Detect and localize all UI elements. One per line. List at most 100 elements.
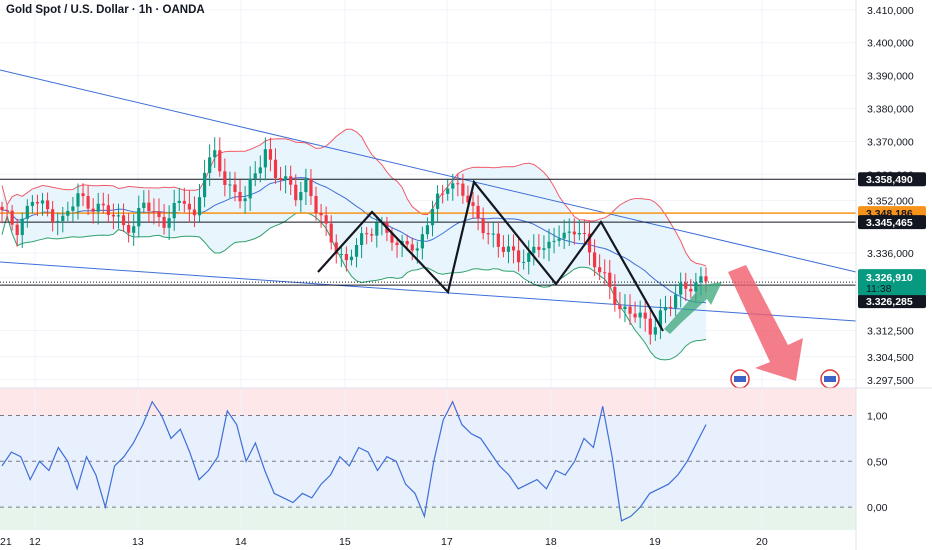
- candle-body-138: [699, 276, 703, 283]
- candle-body-54: [273, 159, 278, 178]
- candle-body-44: [223, 171, 227, 185]
- candle-body-130: [658, 310, 663, 328]
- y-tick-label-2: 3.390,000: [867, 71, 914, 83]
- candle-body-19: [96, 203, 100, 212]
- candle-body-104: [527, 252, 531, 262]
- price-tag-3345-bg: [858, 215, 926, 230]
- x-tick-label-1: 13: [132, 536, 144, 548]
- event-icon-flag-0: [734, 376, 746, 382]
- y-tick-label-7: 3.336,000: [867, 248, 914, 260]
- candle-body-85: [430, 208, 435, 226]
- x-tick-label-3: 15: [339, 536, 351, 548]
- candle-body-49: [248, 178, 252, 199]
- candle-body-121: [613, 286, 617, 305]
- candle-body-6: [30, 201, 34, 206]
- candle-body-87: [441, 193, 445, 195]
- price-tag-3345-text: 3.345,465: [866, 217, 913, 229]
- candle-body-13: [66, 210, 70, 216]
- candle-body-69: [349, 256, 354, 261]
- candle-body-36: [182, 200, 186, 204]
- candle-body-131: [663, 306, 668, 311]
- candle-body-41: [208, 157, 212, 173]
- candle-body-58: [294, 184, 298, 201]
- candle-body-56: [284, 176, 288, 181]
- candle-body-62: [314, 196, 318, 213]
- bollinger-fill: [2, 129, 706, 360]
- candle-body-64: [324, 215, 328, 224]
- candle-body-20: [101, 203, 105, 206]
- candle-body-5: [25, 205, 29, 219]
- candle-body-45: [228, 184, 232, 186]
- candle-body-50: [253, 173, 257, 179]
- candle-body-9: [45, 200, 50, 210]
- candle-body-123: [623, 306, 627, 310]
- arrow-up: [664, 282, 722, 334]
- oscillator-line: [1, 400, 707, 522]
- candle-body-12: [61, 215, 65, 222]
- chart-title: Gold Spot / U.S. Dollar · 1h · OANDA: [6, 4, 205, 16]
- current-price-tag-countdown: 11:38: [866, 283, 892, 295]
- candle-body-26: [132, 226, 136, 233]
- candle-body-125: [633, 313, 637, 318]
- candle-body-107: [542, 248, 546, 250]
- osc-oversold-zone: [0, 507, 856, 530]
- candle-body-28: [142, 202, 146, 208]
- candle-body-81: [410, 244, 414, 251]
- candle-body-66: [334, 242, 338, 255]
- price-tag-3326-bg: [858, 294, 926, 309]
- candle-body-16: [81, 193, 85, 197]
- candle-body-102: [517, 250, 521, 263]
- candle-body-129: [653, 327, 657, 335]
- candle-body-18: [91, 208, 95, 212]
- price-tag-3326-text: 3.326,285: [866, 296, 913, 308]
- candle-body-48: [243, 198, 247, 202]
- candle-body-96: [486, 233, 490, 235]
- candle-body-133: [674, 294, 678, 308]
- current-price-tag-value: 3.326,910: [866, 272, 913, 284]
- trendline-upper: [0, 69, 857, 273]
- candle-body-35: [177, 200, 181, 203]
- candle-body-114: [577, 232, 581, 235]
- candle-body-27: [137, 207, 141, 227]
- price-tag-3358-text: 3.358,490: [866, 174, 913, 186]
- candle-body-86: [435, 193, 440, 209]
- candle-body-134: [679, 282, 683, 295]
- candle-body-23: [116, 215, 121, 217]
- candle-body-127: [643, 312, 647, 319]
- candle-body-40: [202, 172, 207, 198]
- candle-body-1: [5, 210, 9, 212]
- candle-body-103: [522, 261, 526, 263]
- candle-body-30: [152, 211, 156, 213]
- x-tick-label-7: 20: [756, 536, 768, 548]
- osc-tick-label-2: 0,00: [867, 502, 888, 514]
- x-tick-label-2: 14: [235, 536, 247, 548]
- candle-body-117: [592, 252, 597, 268]
- candle-body-111: [562, 232, 566, 239]
- candle-body-68: [344, 254, 349, 261]
- candle-body-71: [359, 233, 364, 245]
- candle-body-115: [582, 232, 587, 234]
- candle-body-60: [304, 178, 308, 193]
- candle-body-136: [689, 288, 693, 292]
- candle-body-98: [496, 233, 500, 247]
- candle-body-46: [233, 184, 237, 193]
- candle-body-110: [557, 238, 561, 241]
- candle-body-106: [537, 246, 541, 250]
- bollinger-upper: [1, 128, 707, 267]
- candle-body-3: [15, 224, 19, 236]
- candle-body-124: [628, 306, 632, 314]
- candle-body-94: [476, 205, 480, 219]
- candle-body-42: [213, 150, 217, 158]
- candle-body-97: [491, 233, 495, 235]
- candle-body-21: [106, 205, 110, 215]
- osc-tick-label-0: 1,00: [867, 410, 888, 422]
- candle-body-118: [598, 267, 602, 273]
- candle-body-126: [638, 312, 642, 318]
- candle-body-70: [354, 244, 359, 257]
- y-tick-label-11: 3.297,500: [867, 375, 914, 387]
- y-tick-label-10: 3.304,500: [867, 352, 914, 364]
- y-tick-label-0: 3.410,000: [867, 5, 914, 17]
- candle-body-25: [127, 225, 131, 233]
- x-tick-label-6: 19: [649, 536, 661, 548]
